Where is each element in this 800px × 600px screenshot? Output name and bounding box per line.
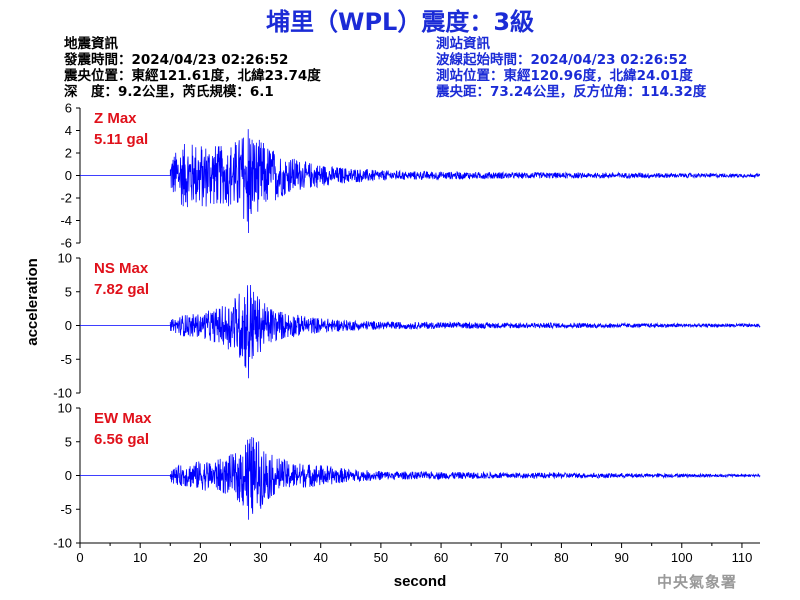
origin-time: 發震時間：2024/04/23 02:26:52 xyxy=(64,52,289,68)
x-tick-label: 30 xyxy=(253,550,267,565)
x-tick-label: 90 xyxy=(614,550,628,565)
y-tick-label: -2 xyxy=(60,191,72,206)
y-tick-label: 6 xyxy=(65,101,72,116)
x-tick-label: 100 xyxy=(671,550,693,565)
x-tick-label: 20 xyxy=(193,550,207,565)
x-axis-label: second xyxy=(394,573,447,590)
y-tick-label: -5 xyxy=(60,502,72,517)
station-location: 測站位置：東經120.96度，北緯24.01度 xyxy=(436,68,693,84)
x-tick-label: 80 xyxy=(554,550,568,565)
waveform-ew xyxy=(80,436,761,520)
y-tick-label: -10 xyxy=(53,536,72,551)
y-tick-label: 2 xyxy=(65,146,72,161)
max-value-z: 5.11 gal xyxy=(94,131,148,148)
agency-watermark: 中央氣象署 xyxy=(657,573,738,591)
y-tick-label: 0 xyxy=(65,318,72,333)
y-tick-label: 5 xyxy=(65,434,72,449)
y-tick-label: -5 xyxy=(60,352,72,367)
max-title-ew: EW Max xyxy=(94,410,152,427)
epicenter-location: 震央位置：東經121.61度，北緯23.74度 xyxy=(64,68,321,84)
y-tick-label: 0 xyxy=(65,168,72,183)
y-tick-label: -10 xyxy=(53,386,72,401)
max-value-ew: 6.56 gal xyxy=(94,431,149,448)
max-value-ns: 7.82 gal xyxy=(94,281,149,298)
x-tick-label: 40 xyxy=(313,550,327,565)
y-tick-label: 10 xyxy=(58,251,72,266)
x-tick-label: 10 xyxy=(133,550,147,565)
waveform-z xyxy=(80,129,761,234)
x-tick-label: 50 xyxy=(374,550,388,565)
max-title-ns: NS Max xyxy=(94,260,149,277)
max-title-z: Z Max xyxy=(94,110,137,127)
y-axis-label: acceleration xyxy=(24,258,41,346)
y-tick-label: 5 xyxy=(65,284,72,299)
y-tick-label: 4 xyxy=(65,123,72,138)
station-info-heading: 測站資訊 xyxy=(436,36,490,52)
earthquake-info-heading: 地震資訊 xyxy=(64,36,118,52)
earthquake-info: 地震資訊 發震時間：2024/04/23 02:26:52 震央位置：東經121… xyxy=(64,36,321,100)
y-tick-label: 0 xyxy=(65,468,72,483)
chart-title: 埔里（WPL）震度：3級 xyxy=(265,8,535,36)
epicentral-distance: 震央距：73.24公里，反方位角：114.32度 xyxy=(436,84,707,100)
x-tick-label: 0 xyxy=(76,550,83,565)
x-tick-label: 60 xyxy=(434,550,448,565)
station-info: 測站資訊 波線起始時間：2024/04/23 02:26:52 測站位置：東經1… xyxy=(436,36,706,100)
y-tick-label: 10 xyxy=(58,401,72,416)
y-tick-label: -4 xyxy=(60,213,72,228)
y-tick-label: -6 xyxy=(60,236,72,251)
depth-magnitude: 深 度：9.2公里，芮氏規模：6.1 xyxy=(64,84,274,100)
onset-time: 波線起始時間：2024/04/23 02:26:52 xyxy=(436,52,688,68)
x-tick-label: 110 xyxy=(732,550,753,565)
x-tick-label: 70 xyxy=(494,550,508,565)
waveform-ns xyxy=(80,284,761,379)
